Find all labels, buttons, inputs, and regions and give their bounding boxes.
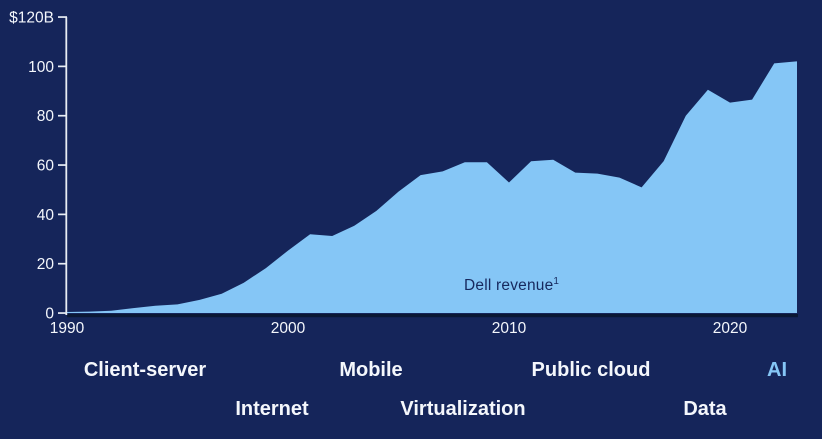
y-tick	[58, 114, 67, 117]
y-tick	[58, 164, 67, 166]
x-axis-line	[67, 314, 798, 318]
y-axis-line	[65, 16, 68, 315]
y-tick	[58, 16, 67, 18]
era-label-data: Data	[683, 398, 727, 420]
x-tick-label: 1990	[50, 320, 85, 337]
y-tick-label: 60	[37, 157, 55, 174]
y-tick	[58, 213, 67, 216]
y-tick	[58, 312, 67, 314]
era-label-ai: AI	[767, 359, 787, 381]
footnote-marker: 1	[553, 276, 560, 287]
series-annotation-text: Dell revenue	[464, 277, 554, 295]
era-label-public-cloud: Public cloud	[531, 359, 651, 381]
era-label-virtualization: Virtualization	[400, 398, 526, 420]
y-tick	[58, 262, 67, 265]
y-tick-label: 80	[37, 108, 55, 125]
y-tick-label: 100	[28, 59, 54, 76]
x-tick-label: 2000	[271, 320, 306, 337]
era-label-client-server: Client-server	[83, 359, 207, 381]
revenue-area	[67, 61, 797, 314]
y-tick-label: 40	[37, 207, 55, 224]
era-label-internet: Internet	[235, 398, 309, 420]
y-tick-label: 0	[45, 306, 54, 323]
y-tick-label: 20	[37, 256, 55, 273]
y-tick-label: $120B	[9, 9, 54, 26]
y-tick	[58, 65, 67, 68]
x-tick-label: 2010	[492, 320, 527, 337]
x-tick-label: 2020	[713, 320, 748, 337]
series-annotation: Dell revenue1	[464, 276, 559, 295]
era-label-mobile: Mobile	[339, 359, 403, 381]
